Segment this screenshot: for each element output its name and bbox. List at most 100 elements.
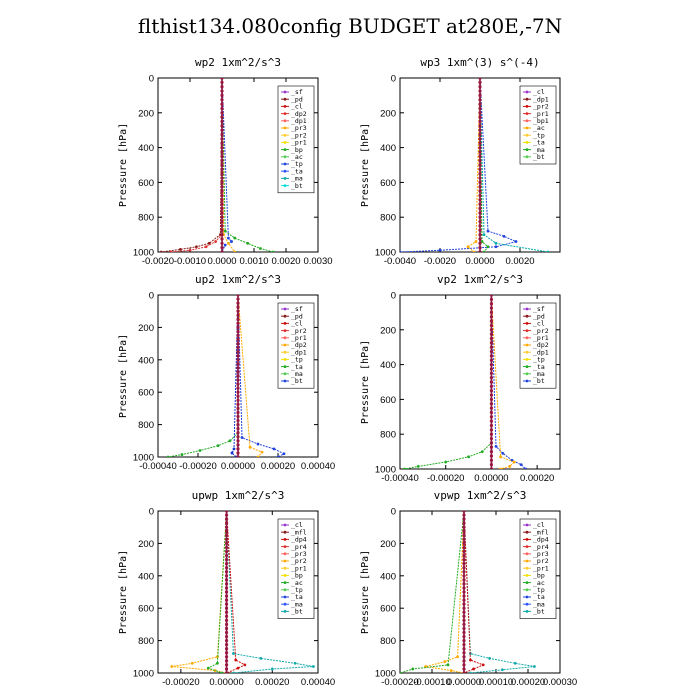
series-point [488, 657, 491, 660]
x-tick-label: 0.00010 [479, 677, 513, 688]
series-point [494, 245, 498, 249]
series-point [259, 247, 262, 250]
y-tick-label: 1000 [375, 248, 396, 259]
x-tick-label: 0.0020 [505, 256, 534, 267]
legend-marker [283, 184, 287, 188]
y-tick-label: 800 [380, 430, 396, 441]
series-point [248, 445, 252, 449]
series-group [170, 511, 315, 673]
legend-label: _bp [533, 572, 545, 580]
series-group [403, 295, 528, 469]
series-point [486, 245, 490, 249]
legend-label: _bp [291, 572, 303, 580]
legend-marker [525, 552, 529, 556]
legend-marker [283, 162, 287, 166]
legend-marker [283, 530, 287, 534]
legend-label: _pd [533, 312, 545, 320]
series-point [494, 241, 498, 245]
legend-label: _ta [291, 167, 303, 175]
series-point [234, 658, 238, 662]
legend-label: _pr1 [533, 110, 549, 118]
legend-label: _pd [291, 95, 303, 103]
legend-marker [283, 343, 287, 347]
y-tick-label: 1000 [133, 453, 154, 464]
legend-marker [283, 169, 287, 173]
legend-label: _tp [291, 160, 303, 168]
series-point [403, 467, 406, 469]
chart-panel-2: wp3 1xm^(3) s^(-4) Pressure [hPa] 0 200 400 6… [360, 56, 561, 267]
y-tick-label: 1000 [133, 248, 154, 259]
y-tick-label: 800 [138, 636, 154, 647]
series-point [220, 671, 224, 673]
x-tick-label: -0.00040 [381, 473, 419, 484]
legend-marker [525, 538, 529, 541]
legend-marker [525, 119, 529, 123]
legend-marker [283, 581, 287, 584]
legend-marker [283, 126, 287, 130]
series-point [469, 658, 472, 662]
legend-marker [283, 329, 287, 332]
series-point [179, 247, 182, 251]
y-tick-label: 0 [149, 507, 154, 518]
series-group [400, 78, 550, 252]
legend-marker [283, 148, 287, 152]
chart-panel-4: vp2 1xm^2/s^3 Pressure [hPa] 0 200 400 600 800… [360, 273, 561, 484]
legend-label: _cl [533, 521, 545, 529]
series-point [467, 455, 470, 459]
panel-title: wp2 1xm^2/s^3 [195, 56, 281, 69]
legend-label: _tp [533, 131, 545, 139]
series-point [207, 241, 211, 245]
legend-label: _pr2 [291, 557, 307, 565]
legend-marker [525, 343, 529, 347]
series-line-pr1 [467, 78, 481, 252]
series-point [216, 661, 219, 665]
series-line-ac [221, 78, 274, 252]
series-line-dp4 [463, 511, 485, 673]
legend-label: _cl [533, 320, 545, 328]
series-point [499, 467, 502, 469]
legend-marker [525, 610, 529, 613]
legend-label: _ac [291, 579, 303, 587]
x-tick-label: 0.0010 [239, 256, 268, 267]
series-point [227, 241, 230, 245]
series-point [271, 250, 275, 252]
y-tick-label: 0 [391, 291, 396, 302]
series-point [240, 436, 244, 439]
legend-label: _pr2 [533, 327, 549, 335]
series-point [456, 655, 459, 659]
series-point [513, 661, 517, 665]
x-tick-label: 0.00000 [474, 473, 508, 484]
plot-frame [399, 294, 561, 470]
y-tick-label: 200 [380, 108, 396, 119]
legend-label: _pr2 [291, 327, 307, 335]
series-line-ac [400, 511, 465, 673]
series-point [482, 250, 486, 252]
legend-label: _pr2 [291, 131, 307, 139]
series-point [411, 667, 415, 671]
legend-marker [283, 372, 287, 376]
legend-marker [283, 610, 287, 613]
legend-marker [525, 336, 529, 340]
legend: _sf_pd_cl_pr2_pr1_dp2_dp1_tp_ta_ma_bt [519, 302, 557, 389]
x-tick-label: 0.00020 [255, 677, 289, 688]
y-tick-label: 600 [380, 178, 396, 189]
legend: _cl_mfl_dp4_pr4_pr3_pr2_pr1_bp_ac_tp_ta_… [277, 518, 315, 619]
series-point [519, 463, 523, 467]
series-point [169, 250, 173, 252]
y-tick-label: 200 [380, 539, 396, 550]
series-point [216, 444, 220, 448]
y-tick-label: 400 [380, 571, 396, 582]
y-tick-label: 0 [391, 507, 396, 518]
legend-marker [525, 566, 529, 570]
legend-label: _bt [533, 377, 545, 385]
y-axis-label: Pressure [hPa] [118, 550, 129, 634]
plot-frame [157, 510, 319, 674]
series-point [499, 455, 502, 459]
legend-label: _ta [291, 593, 303, 601]
y-tick-label: 0 [391, 74, 396, 85]
series-point [180, 453, 184, 456]
legend-label: _pr1 [533, 564, 549, 572]
legend-label: _sf [291, 305, 303, 313]
y-tick-label: 400 [380, 143, 396, 154]
legend-marker [283, 588, 287, 592]
